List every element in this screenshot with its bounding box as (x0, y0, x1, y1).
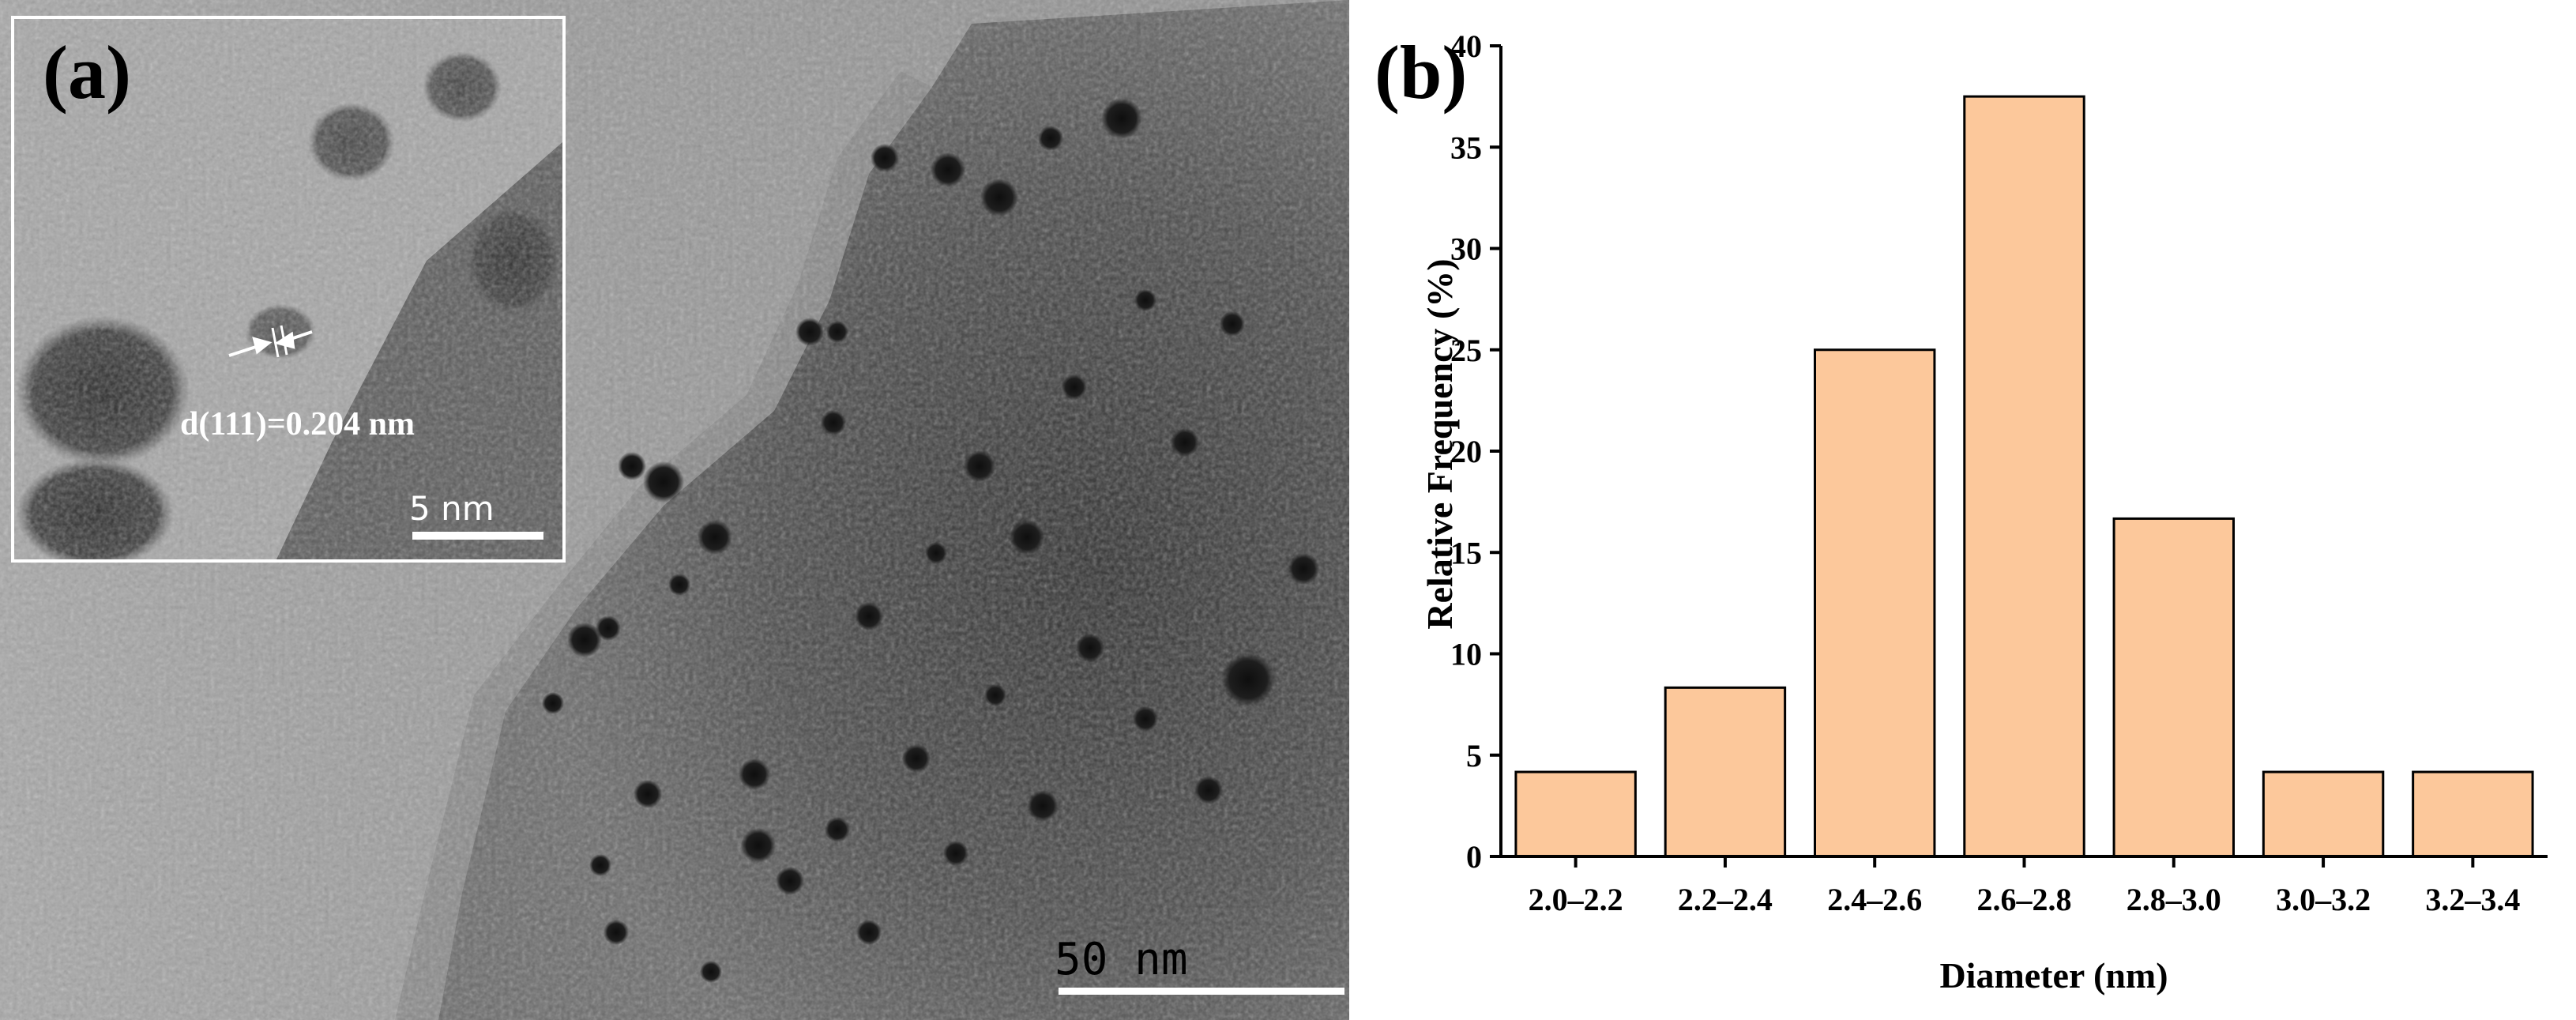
nanoparticle (1288, 553, 1319, 585)
nanoparticle (1062, 375, 1087, 400)
nanoparticle (1220, 311, 1245, 337)
nanoparticle (739, 758, 770, 790)
nanoparticle (1027, 790, 1059, 822)
nanoparticle (700, 961, 722, 983)
nanoparticle (856, 920, 882, 945)
tem-particles (542, 98, 1319, 983)
nanoparticle (1171, 428, 1199, 457)
nanoparticle (1221, 653, 1275, 706)
histogram-bar-7 (2412, 770, 2534, 858)
nanoparticle (871, 144, 899, 172)
nanoparticle (925, 542, 947, 564)
panel-b-histogram: (b) 0 5 10 15 20 25 30 35 40 2.0–2.2 2.2–2.4 2.4–2… (1374, 28, 2548, 996)
nanoparticle (1133, 706, 1158, 732)
nanoparticle (542, 692, 564, 714)
y-tick-label: 20 (1450, 434, 1482, 469)
nanoparticle (634, 780, 662, 808)
histogram-bars (1514, 95, 2534, 858)
nanoparticle (596, 615, 621, 641)
nanoparticle (567, 623, 602, 657)
scale-bar-50nm (1059, 988, 1344, 995)
y-tick-label: 30 (1450, 231, 1482, 267)
x-tick-label: 3.2–3.4 (2425, 882, 2520, 917)
nanoparticle (825, 817, 850, 842)
y-tick-label: 40 (1450, 28, 1482, 64)
y-tick-label: 25 (1450, 333, 1482, 368)
x-tick-label: 2.2–2.4 (1678, 882, 1773, 917)
nanoparticle (1194, 776, 1223, 804)
x-tick-label: 3.0–3.2 (2276, 882, 2371, 917)
panel-label-b: (b) (1374, 30, 1467, 115)
x-tick-label: 2.0–2.2 (1529, 882, 1623, 917)
panel-label-a: (a) (43, 30, 131, 115)
nanoparticle (980, 179, 1018, 216)
nanoparticle (902, 744, 931, 773)
x-axis: 2.0–2.2 2.2–2.4 2.4–2.6 2.6–2.8 2.8–3.0 3.0–3… (1501, 855, 2548, 917)
histogram-bar-1 (1514, 770, 1637, 858)
histogram-bar-4 (1963, 95, 2085, 858)
nanoparticle (964, 450, 995, 482)
nanoparticle (1101, 98, 1142, 139)
inset-grain (14, 19, 562, 559)
nanoparticle (855, 602, 883, 630)
x-tick-label: 2.8–3.0 (2127, 882, 2221, 917)
y-tick-label: 5 (1466, 738, 1482, 773)
nanoparticle (821, 410, 846, 435)
nanoparticle (1010, 520, 1044, 555)
inset-scale-bar (412, 532, 543, 540)
nanoparticle (643, 461, 684, 502)
nanoparticle (604, 920, 629, 945)
y-axis-title: Relative Frequency (%) (1420, 258, 1460, 629)
scale-bar-label-50nm: 50 nm (1055, 934, 1188, 985)
nanoparticle (943, 841, 968, 866)
histogram-bar-5 (2112, 517, 2236, 858)
histogram-bar-6 (2262, 770, 2385, 858)
y-tick-label: 0 (1466, 839, 1482, 875)
y-tick-label: 15 (1450, 535, 1482, 570)
nanoparticle (618, 452, 646, 480)
nanoparticle (589, 854, 611, 876)
x-axis-title: Diameter (nm) (1939, 955, 2168, 996)
histogram-bar-3 (1814, 348, 1936, 858)
nanoparticle (931, 152, 965, 187)
x-tick-label: 2.4–2.6 (1827, 882, 1922, 917)
y-tick-label: 35 (1450, 130, 1482, 165)
nanoparticle (826, 321, 848, 343)
nanoparticle (668, 574, 690, 596)
hrtem-inset: d(111)=0.204 nm 5 nm (11, 16, 566, 563)
nanoparticle (741, 828, 776, 863)
nanoparticle (698, 520, 732, 555)
nanoparticle (1038, 126, 1063, 151)
lattice-spacing-annotation: d(111)=0.204 nm (180, 406, 415, 442)
nanoparticle (795, 318, 824, 346)
x-tick-label: 2.6–2.8 (1977, 882, 2072, 917)
panel-a-micrograph: 50 nm (0, 0, 1349, 1020)
nanoparticle (776, 867, 804, 895)
nanoparticle (1076, 634, 1104, 662)
y-axis: 0 5 10 15 20 25 30 35 40 (1450, 28, 1502, 875)
nanoparticle (984, 684, 1006, 706)
y-tick-label: 10 (1450, 637, 1482, 672)
nanoparticle (1134, 289, 1156, 311)
inset-scale-bar-label: 5 nm (409, 489, 495, 528)
lattice-spacing-arrows (228, 325, 313, 358)
histogram-bar-2 (1664, 686, 1787, 858)
